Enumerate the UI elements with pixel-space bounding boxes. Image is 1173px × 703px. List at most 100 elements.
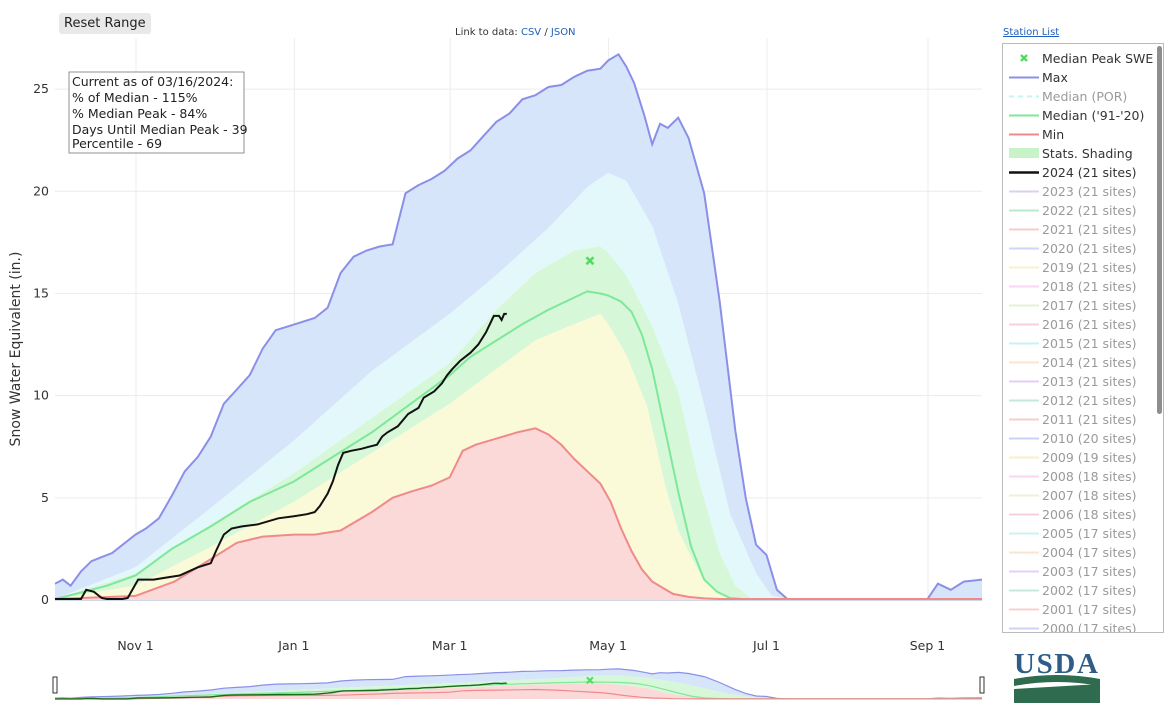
link-prefix: Link to data: [455, 27, 518, 38]
legend-symbol [1009, 437, 1039, 440]
legend-item[interactable]: 2000 (17 sites) [1003, 619, 1161, 632]
legend-item[interactable]: 2002 (17 sites) [1003, 581, 1161, 600]
legend-symbol [1009, 513, 1039, 516]
overview-median-line [54, 681, 982, 700]
legend-symbol [1009, 247, 1039, 250]
overview-band-max [55, 668, 982, 699]
chart-axes: 0 5 10 15 20 25 Nov 1 Jan 1 Mar 1 May 1 Jul 1 Sep 1… [8, 81, 982, 653]
legend-label: 2019 (21 sites) [1042, 260, 1137, 275]
legend-item[interactable]: Stats. Shading [1003, 144, 1161, 163]
legend-band-icon [1009, 148, 1039, 158]
min-line [54, 427, 982, 600]
legend-item[interactable]: 2023 (21 sites) [1003, 182, 1161, 201]
x-tick-label: Jul 1 [752, 638, 780, 653]
band-min-zero [55, 428, 982, 600]
legend-item[interactable]: 2021 (21 sites) [1003, 220, 1161, 239]
legend-item[interactable]: 2014 (21 sites) [1003, 353, 1161, 372]
y-tick-label: 10 [33, 388, 49, 403]
x-tick-label: Jan 1 [277, 638, 309, 653]
legend-item[interactable]: 2018 (21 sites) [1003, 277, 1161, 296]
legend-label: 2007 (18 sites) [1042, 488, 1137, 503]
legend-item[interactable]: 2010 (20 sites) [1003, 429, 1161, 448]
legend-symbol [1009, 570, 1039, 573]
legend-label: 2015 (21 sites) [1042, 336, 1137, 351]
band-p70-p30 [55, 246, 982, 599]
legend-symbol [1009, 114, 1039, 117]
legend-item[interactable]: 2015 (21 sites) [1003, 334, 1161, 353]
legend-item[interactable]: 2020 (21 sites) [1003, 239, 1161, 258]
json-link[interactable]: JSON [550, 27, 576, 38]
legend-item[interactable]: 2017 (21 sites) [1003, 296, 1161, 315]
legend-symbol [1009, 380, 1039, 383]
legend-item[interactable]: 2003 (17 sites) [1003, 562, 1161, 581]
legend-item[interactable]: 2006 (18 sites) [1003, 505, 1161, 524]
legend-label: 2003 (17 sites) [1042, 564, 1137, 579]
legend-symbol [1009, 148, 1039, 158]
legend-label: 2022 (21 sites) [1042, 203, 1137, 218]
legend-scrollbar[interactable] [1157, 46, 1162, 414]
range-handle-left[interactable] [52, 676, 58, 694]
legend-item[interactable]: Median Peak SWE [1003, 49, 1161, 68]
legend-item[interactable]: 2013 (21 sites) [1003, 372, 1161, 391]
legend-symbol [1020, 54, 1028, 62]
legend-symbol [1009, 361, 1039, 364]
range-handle-right[interactable] [979, 676, 985, 694]
legend-item[interactable]: 2011 (21 sites) [1003, 410, 1161, 429]
legend-item[interactable]: 2004 (17 sites) [1003, 543, 1161, 562]
legend-label: 2017 (21 sites) [1042, 298, 1137, 313]
legend-label: Min [1042, 127, 1065, 142]
legend-label: 2001 (17 sites) [1042, 602, 1137, 617]
legend-marker-icon [1020, 54, 1028, 62]
legend-symbol [1009, 133, 1039, 136]
legend-item[interactable]: Min [1003, 125, 1161, 144]
chart-legend[interactable]: Median Peak SWE Max Median (POR) Median ('9… [1002, 43, 1164, 633]
legend-item[interactable]: 2016 (21 sites) [1003, 315, 1161, 334]
legend-item[interactable]: 2024 (21 sites) [1003, 163, 1161, 182]
legend-label: 2002 (17 sites) [1042, 583, 1137, 598]
y-tick-label: 20 [33, 183, 49, 198]
legend-item[interactable]: 2001 (17 sites) [1003, 600, 1161, 619]
legend-symbol [1009, 76, 1039, 79]
legend-symbol [1009, 551, 1039, 554]
band-p90-p70 [55, 172, 982, 599]
median-peak-swe-marker[interactable] [585, 256, 595, 266]
legend-item[interactable]: Median (POR) [1003, 87, 1161, 106]
current-conditions-box: Current as of 03/16/2024: % of Median - … [68, 71, 248, 154]
link-separator: / [544, 27, 548, 38]
legend-item[interactable]: 2009 (19 sites) [1003, 448, 1161, 467]
csv-link[interactable]: CSV [520, 27, 542, 38]
legend-label: 2014 (21 sites) [1042, 355, 1137, 370]
x-tick-label: Nov 1 [117, 638, 153, 653]
legend-symbol [1009, 190, 1039, 193]
legend-item[interactable]: 2007 (18 sites) [1003, 486, 1161, 505]
legend-label: 2004 (17 sites) [1042, 545, 1137, 560]
legend-item[interactable]: Max [1003, 68, 1161, 87]
y-tick-label: 0 [41, 592, 49, 607]
legend-symbol [1009, 323, 1039, 326]
legend-label: 2018 (21 sites) [1042, 279, 1137, 294]
legend-label: 2016 (21 sites) [1042, 317, 1137, 332]
legend-label: 2006 (18 sites) [1042, 507, 1137, 522]
legend-label: 2023 (21 sites) [1042, 184, 1137, 199]
legend-item[interactable]: Median ('91-'20) [1003, 106, 1161, 125]
band-p30-min [55, 313, 982, 599]
max-line [54, 52, 983, 600]
y-tick-label: 5 [41, 490, 49, 505]
legend-symbol [1009, 266, 1039, 269]
legend-item[interactable]: 2019 (21 sites) [1003, 258, 1161, 277]
reset-range-button[interactable]: Reset Range [59, 13, 151, 34]
info-line-pct-peak: % Median Peak - 84% [72, 106, 207, 121]
legend-label: Stats. Shading [1042, 146, 1133, 161]
station-list-link[interactable]: Station List [1003, 27, 1060, 38]
legend-item[interactable]: 2005 (17 sites) [1003, 524, 1161, 543]
legend-label: 2008 (18 sites) [1042, 469, 1137, 484]
legend-label: 2024 (21 sites) [1042, 165, 1137, 180]
legend-item[interactable]: 2008 (18 sites) [1003, 467, 1161, 486]
range-slider[interactable] [52, 668, 985, 700]
legend-item[interactable]: 2022 (21 sites) [1003, 201, 1161, 220]
legend-symbol [1009, 95, 1039, 98]
legend-item[interactable]: 2012 (21 sites) [1003, 391, 1161, 410]
legend-label: 2012 (21 sites) [1042, 393, 1137, 408]
swe-chart[interactable]: 0 5 10 15 20 25 Nov 1 Jan 1 Mar 1 May 1 Jul 1 Sep 1… [0, 0, 1000, 703]
legend-label: Median (POR) [1042, 89, 1128, 104]
